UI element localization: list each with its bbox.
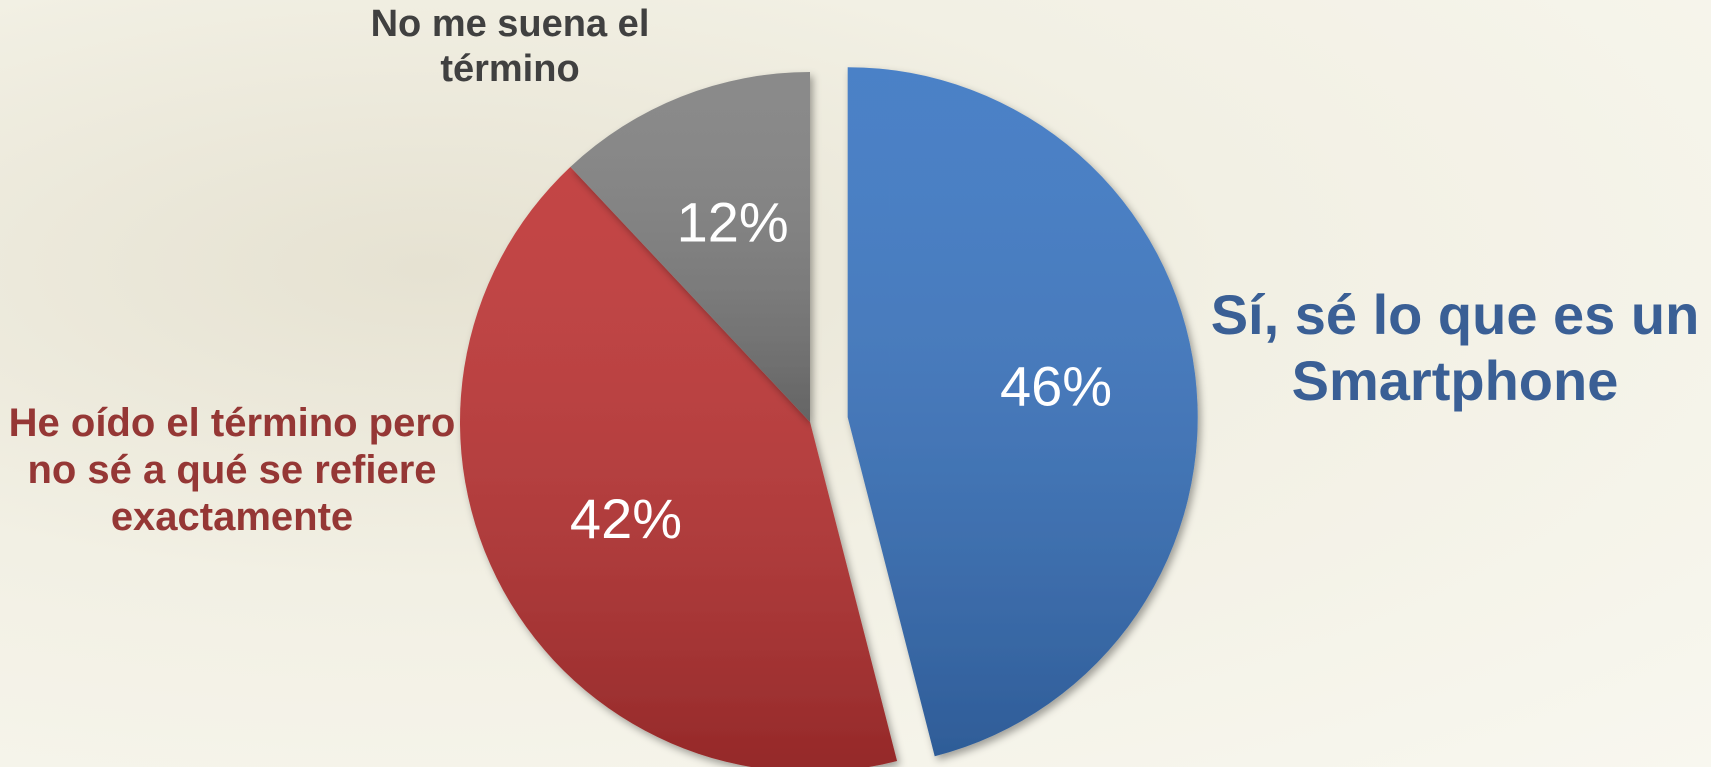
slice-group bbox=[570, 72, 810, 422]
data-label: 46% bbox=[1000, 355, 1112, 418]
slice-shade bbox=[460, 166, 898, 767]
category-label: He oído el término pero no sé a qué se r… bbox=[8, 401, 456, 540]
slice-shade bbox=[570, 72, 810, 422]
category-label: Sí, sé lo que es un Smartphone bbox=[1210, 283, 1700, 413]
data-label: 12% bbox=[677, 191, 789, 254]
data-label: 42% bbox=[570, 487, 682, 550]
slice-group bbox=[460, 166, 898, 767]
slice-group bbox=[847, 67, 1198, 757]
category-label: No me suena el término bbox=[370, 3, 650, 90]
slice-shade bbox=[847, 67, 1198, 757]
